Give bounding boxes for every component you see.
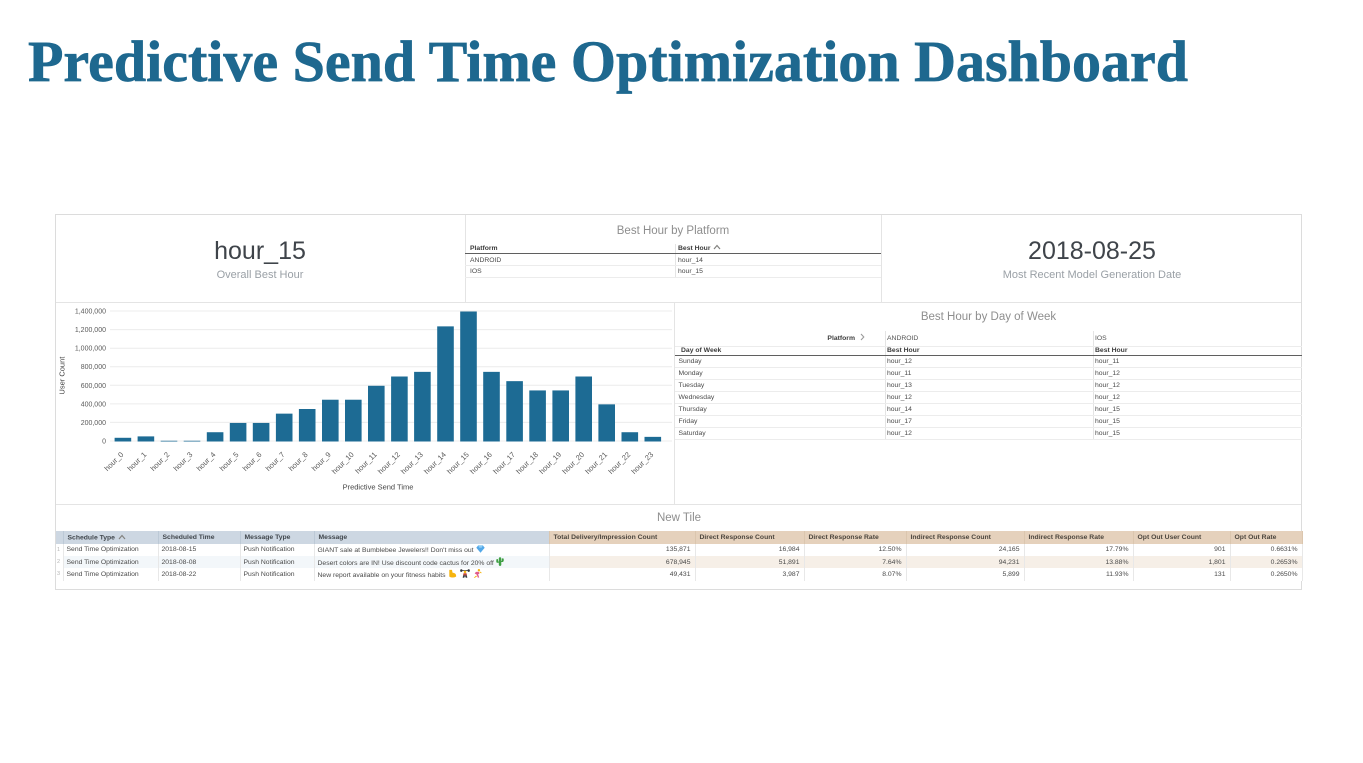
svg-text:hour_6: hour_6 bbox=[241, 450, 264, 473]
svg-text:hour_20: hour_20 bbox=[560, 450, 586, 476]
svg-text:1,000,000: 1,000,000 bbox=[75, 346, 106, 353]
svg-text:hour_23: hour_23 bbox=[629, 450, 655, 476]
svg-text:400,000: 400,000 bbox=[81, 401, 106, 408]
svg-text:hour_13: hour_13 bbox=[399, 450, 425, 476]
svg-text:800,000: 800,000 bbox=[81, 364, 106, 371]
svg-text:hour_3: hour_3 bbox=[172, 450, 195, 473]
svg-text:hour_5: hour_5 bbox=[218, 450, 241, 473]
svg-text:200,000: 200,000 bbox=[81, 420, 106, 427]
svg-text:hour_19: hour_19 bbox=[537, 450, 563, 476]
svg-text:hour_18: hour_18 bbox=[514, 450, 540, 476]
svg-text:hour_15: hour_15 bbox=[445, 450, 471, 476]
svg-text:hour_0: hour_0 bbox=[102, 450, 125, 473]
svg-text:hour_16: hour_16 bbox=[468, 450, 494, 476]
svg-text:0: 0 bbox=[102, 439, 106, 446]
svg-text:hour_7: hour_7 bbox=[264, 450, 287, 473]
svg-text:hour_2: hour_2 bbox=[149, 450, 172, 473]
svg-text:600,000: 600,000 bbox=[81, 383, 106, 390]
svg-text:hour_12: hour_12 bbox=[376, 450, 402, 476]
svg-text:hour_8: hour_8 bbox=[287, 450, 310, 473]
svg-text:1,400,000: 1,400,000 bbox=[75, 309, 106, 316]
svg-text:hour_17: hour_17 bbox=[491, 450, 517, 476]
svg-text:Predictive Send Time: Predictive Send Time bbox=[343, 483, 414, 492]
svg-text:1,200,000: 1,200,000 bbox=[75, 327, 106, 334]
svg-text:User Count: User Count bbox=[57, 356, 66, 395]
svg-text:hour_1: hour_1 bbox=[125, 450, 148, 473]
svg-text:hour_21: hour_21 bbox=[583, 450, 609, 476]
svg-text:hour_10: hour_10 bbox=[330, 450, 356, 476]
svg-text:hour_22: hour_22 bbox=[606, 450, 632, 476]
svg-text:hour_11: hour_11 bbox=[353, 450, 378, 475]
svg-text:hour_4: hour_4 bbox=[195, 450, 218, 473]
svg-text:hour_14: hour_14 bbox=[422, 450, 448, 476]
